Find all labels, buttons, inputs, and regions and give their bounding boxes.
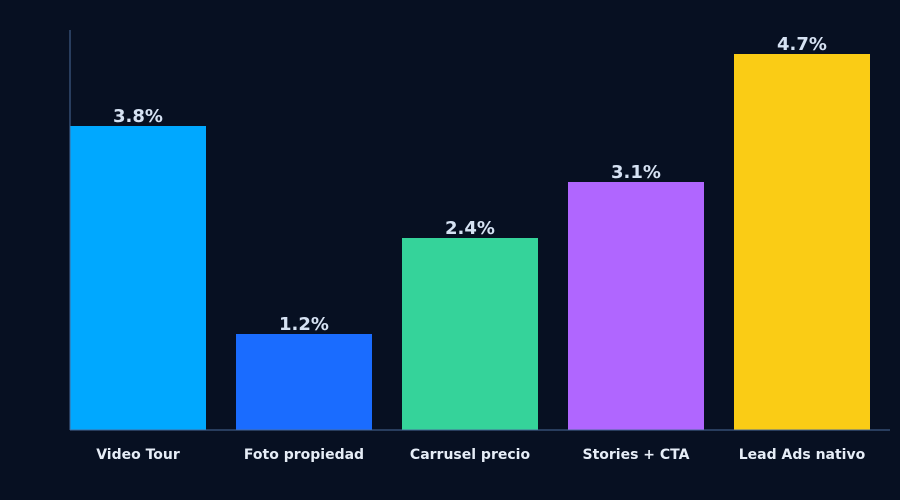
- value-label-stories-cta: 3.1%: [611, 162, 661, 183]
- value-label-carrusel-precio: 2.4%: [445, 218, 495, 239]
- value-label-video-tour: 3.8%: [113, 106, 163, 127]
- x-tick-label-video-tour: Video Tour: [96, 447, 180, 463]
- x-tick-labels-group: Video Tour Foto propiedad Carrusel precio S…: [96, 447, 865, 463]
- bar-lead-ads-nativo: [734, 54, 870, 430]
- value-label-foto-propiedad: 1.2%: [279, 314, 329, 335]
- bar-stories-cta: [568, 182, 704, 430]
- bar-carrusel-precio: [402, 238, 538, 430]
- bar-foto-propiedad: [236, 334, 372, 430]
- bars-group: [70, 54, 870, 430]
- bar-video-tour: [70, 126, 206, 430]
- x-tick-label-stories-cta: Stories + CTA: [583, 447, 690, 463]
- x-tick-label-foto-propiedad: Foto propiedad: [244, 447, 364, 463]
- x-tick-label-lead-ads-nativo: Lead Ads nativo: [739, 447, 866, 463]
- value-label-lead-ads-nativo: 4.7%: [777, 34, 827, 55]
- value-labels-group: 3.8% 1.2% 2.4% 3.1% 4.7%: [113, 34, 827, 335]
- x-tick-label-carrusel-precio: Carrusel precio: [410, 447, 531, 463]
